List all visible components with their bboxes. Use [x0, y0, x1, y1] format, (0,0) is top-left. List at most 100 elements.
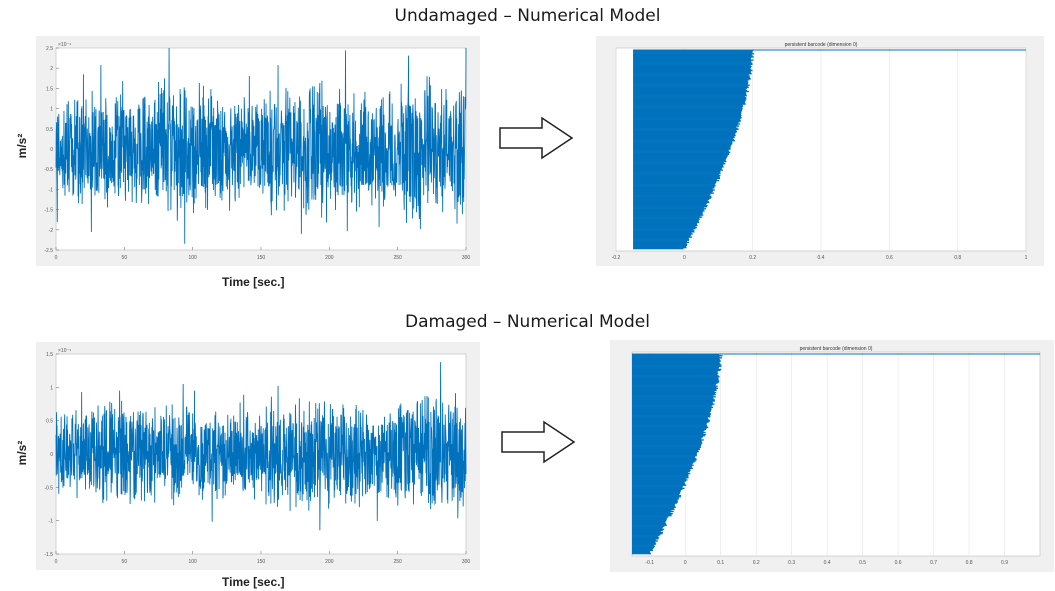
- x-tick-label: 100: [188, 255, 197, 261]
- barcode-bar: [633, 112, 742, 115]
- barcode-bar: [633, 220, 699, 223]
- barcode-bar: [633, 188, 713, 190]
- barcode-bar: [633, 104, 743, 106]
- barcode-bar: [633, 145, 731, 147]
- y-tick-label: -1.5: [44, 552, 53, 558]
- barcode-bar: [632, 456, 696, 458]
- barcode-bar: [633, 149, 729, 151]
- barcode-bar: [632, 475, 689, 477]
- barcode-bar: [633, 95, 747, 97]
- barcode-bar: [633, 239, 690, 241]
- barcode-bar: [633, 61, 752, 63]
- series-line: [55, 47, 467, 244]
- barcode-bar: [633, 55, 753, 57]
- barcode-bar: [632, 505, 676, 507]
- barcode-bar: [633, 98, 747, 100]
- barcode-bar: [633, 64, 751, 67]
- barcode-bar: [633, 180, 717, 183]
- undamaged-persistence-barcode-chart: -0.2 0 0.2 0.4 0.6 0.8 1 persistent barcode (di…: [596, 36, 1044, 266]
- barcode-bar: [632, 467, 693, 470]
- barcode-bar: [633, 69, 753, 72]
- barcode-bar: [632, 426, 709, 428]
- barcode-bar: [632, 458, 697, 460]
- barcode-bar: [633, 221, 700, 224]
- barcode-bar: [633, 77, 751, 79]
- barcode-bar: [632, 446, 701, 448]
- barcode-bar: [633, 199, 708, 202]
- barcode-bar: [632, 405, 712, 407]
- barcode-bar: [632, 440, 702, 442]
- barcode-bar: [633, 155, 728, 158]
- x-tick-label: 300: [462, 255, 471, 261]
- barcode-bar: [633, 53, 755, 55]
- barcode-bar: [633, 60, 752, 62]
- barcode-bar: [632, 402, 713, 404]
- barcode-bar: [633, 219, 699, 222]
- x-tick-label: 50: [122, 255, 128, 261]
- y-tick-label: 0.5: [46, 419, 53, 425]
- barcode-bar: [632, 431, 706, 434]
- barcode-bar: [632, 496, 681, 498]
- x-tick-label: 0: [684, 560, 687, 566]
- barcode-bar: [632, 452, 697, 455]
- barcode-bar: [632, 470, 690, 473]
- barcode-bar: [633, 231, 695, 233]
- barcode-bar: [632, 441, 702, 443]
- y-tick-label: 0: [50, 147, 53, 153]
- barcode-bar: [632, 510, 674, 513]
- barcode-bar: [633, 84, 750, 86]
- damaged-time-series-chart: 0 50 100 150 200 250 300 -1.5 -1 -0.5 0 0.5 1 1.5 ×10⁻…: [36, 342, 480, 570]
- barcode-bar: [632, 471, 689, 474]
- barcode-bar: [633, 57, 751, 59]
- barcode-bar: [633, 247, 684, 250]
- barcode-bar: [632, 403, 715, 405]
- barcode-bar: [632, 425, 708, 427]
- barcode-bar: [632, 385, 718, 387]
- barcode-bar: [633, 147, 731, 149]
- barcode-bar: [632, 529, 663, 532]
- barcode-bar: [632, 491, 681, 494]
- barcode-bar: [633, 183, 716, 185]
- barcode-bar: [633, 163, 726, 165]
- barcode-bar: [632, 461, 695, 463]
- y-tick-label: 1.5: [46, 86, 53, 92]
- barcode-bar: [633, 128, 739, 130]
- barcode-bar: [633, 134, 736, 137]
- barcode-bar: [632, 459, 697, 461]
- barcode-bar: [633, 79, 749, 81]
- barcode-bar: [632, 397, 714, 399]
- barcode-bar: [632, 356, 720, 358]
- barcode-bar: [632, 420, 711, 422]
- barcode-bar: [632, 391, 717, 394]
- barcode-bar: [632, 499, 678, 501]
- barcode-bar: [632, 436, 704, 438]
- barcode-bar: [633, 161, 727, 163]
- damaged-persistence-barcode-chart: -0.1 0 0.1 0.2 0.3 0.4 0.5 0.6 0.7 0.8 0.9 persiste…: [610, 340, 1054, 572]
- barcode-bar: [632, 501, 678, 503]
- barcode-bar: [632, 392, 715, 395]
- barcode-bar: [632, 358, 720, 360]
- barcode-bar: [633, 242, 687, 245]
- barcode-bar: [633, 143, 733, 145]
- barcode-bar: [632, 408, 712, 411]
- barcode-bar: [632, 502, 677, 504]
- barcode-bar: [632, 484, 687, 486]
- barcode-bar: [633, 102, 746, 104]
- barcode-bar: [633, 51, 753, 53]
- barcode-title: persistent barcode (dimension 0): [785, 42, 858, 48]
- barcode-title: persistent barcode (dimension 0): [800, 346, 873, 352]
- barcode-bar: [632, 418, 709, 420]
- barcode-bar: [632, 360, 721, 362]
- barcode-bar: [632, 355, 723, 357]
- x-tick-label: 0: [55, 255, 58, 261]
- barcode-bar: [633, 68, 752, 71]
- barcode-bar: [632, 492, 680, 495]
- barcode-bar: [632, 476, 689, 478]
- barcode-bar: [632, 544, 655, 546]
- barcode-bar: [633, 236, 693, 238]
- barcode-bar: [632, 455, 697, 457]
- barcode-bar: [632, 538, 659, 540]
- barcode-bar: [633, 115, 741, 118]
- y-tick-label: -2: [49, 228, 54, 234]
- barcode-bar: [633, 158, 726, 161]
